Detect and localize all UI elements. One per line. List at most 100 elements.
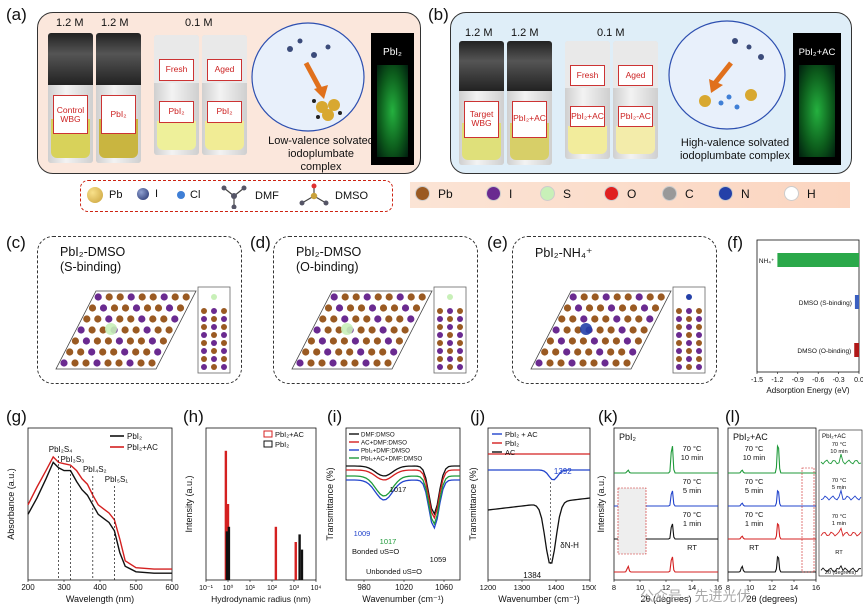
vial-photo: Control WBG bbox=[48, 33, 93, 163]
atom bbox=[580, 293, 588, 301]
bar bbox=[300, 549, 304, 580]
atom bbox=[373, 337, 381, 345]
atom bbox=[437, 332, 443, 338]
vial-tag: Control WBG bbox=[53, 95, 88, 135]
series-line bbox=[346, 465, 460, 516]
annotation: PbI₄S₂ bbox=[83, 465, 107, 474]
atom bbox=[447, 316, 453, 322]
panel-a-frame: 1.2 M 1.2 M 0.1 M Control WBG PbI₂ Fresh… bbox=[37, 12, 421, 174]
glow-photo: PbI₂+AC bbox=[793, 33, 841, 165]
bar-label: DMSO (S-binding) bbox=[799, 300, 852, 307]
atom bbox=[535, 359, 543, 367]
legend-item: O bbox=[604, 186, 636, 201]
tick-label: 1060 bbox=[435, 583, 453, 592]
series-line bbox=[728, 444, 816, 474]
series-line bbox=[488, 469, 590, 481]
legend-label: C bbox=[685, 186, 694, 201]
atom bbox=[201, 308, 207, 314]
atom bbox=[121, 348, 129, 356]
atom bbox=[635, 315, 643, 323]
legend-label: PbI₂ bbox=[505, 439, 519, 448]
atom bbox=[612, 337, 620, 345]
atom bbox=[318, 359, 326, 367]
legend-swatch bbox=[263, 430, 273, 438]
atom bbox=[557, 337, 565, 345]
atom bbox=[379, 348, 387, 356]
atom bbox=[335, 348, 343, 356]
series-label: 70 °C bbox=[745, 444, 764, 453]
bar bbox=[298, 534, 301, 580]
atom bbox=[696, 308, 702, 314]
atom bbox=[447, 356, 453, 362]
tick-label: 14 bbox=[790, 583, 798, 592]
atom bbox=[201, 348, 207, 354]
vial-tag: Aged bbox=[618, 64, 653, 86]
tick-label: 8 bbox=[612, 583, 616, 592]
atom bbox=[105, 293, 113, 301]
conc-label: 0.1 M bbox=[185, 17, 213, 29]
atom bbox=[368, 348, 376, 356]
atom bbox=[379, 326, 387, 334]
atom bbox=[83, 315, 91, 323]
atom bbox=[676, 316, 682, 322]
atom bbox=[624, 293, 632, 301]
atom bbox=[340, 359, 348, 367]
atom bbox=[552, 348, 560, 356]
series-label: 70 °C bbox=[683, 477, 702, 486]
legend-label: PbI₂ + AC bbox=[505, 430, 538, 439]
atom bbox=[437, 340, 443, 346]
plot-frame bbox=[205, 427, 317, 581]
plot-frame bbox=[487, 427, 591, 581]
atom bbox=[676, 308, 682, 314]
atom bbox=[221, 356, 227, 362]
axis-label: Intensity (a.u.) bbox=[184, 475, 194, 532]
atom bbox=[457, 356, 463, 362]
panel-c-frame: PbI₂-DMSO (S-binding) bbox=[37, 236, 242, 384]
tick-label: 10 bbox=[636, 583, 644, 592]
tick-label: -0.3 bbox=[833, 377, 845, 384]
atom bbox=[676, 364, 682, 370]
atom bbox=[211, 324, 217, 330]
legend-label: DMF:DMSO bbox=[361, 432, 395, 439]
atom bbox=[640, 326, 648, 334]
atom bbox=[110, 304, 119, 312]
annotation: 1017 bbox=[380, 537, 397, 546]
bar bbox=[854, 343, 859, 357]
atom bbox=[447, 348, 453, 354]
atom bbox=[340, 337, 348, 345]
legend-label: PbI₂+AC bbox=[127, 443, 158, 452]
atom bbox=[211, 364, 217, 370]
atom bbox=[395, 337, 403, 345]
atom bbox=[324, 348, 332, 356]
adsorbate bbox=[580, 323, 592, 335]
tick-label: 500 bbox=[129, 583, 143, 592]
atom bbox=[590, 337, 598, 345]
atom bbox=[591, 315, 599, 323]
tick-label: 16 bbox=[714, 583, 722, 592]
vial-tag: PbI₂ bbox=[207, 101, 242, 123]
annotation: PbI₅S₁ bbox=[105, 475, 129, 484]
legend-item: C bbox=[662, 186, 694, 201]
legend-box-2 bbox=[410, 182, 850, 208]
tick-label: 10⁴ bbox=[311, 585, 322, 592]
atom bbox=[602, 293, 610, 301]
vial-photo: Aged PbI₂-AC bbox=[613, 41, 658, 159]
atom bbox=[93, 359, 101, 367]
lattice-illustration bbox=[530, 286, 706, 374]
axis-label: Adsorption Energy (eV) bbox=[766, 386, 849, 395]
legend-label: AC+DMF:DMSO bbox=[361, 440, 407, 447]
bar bbox=[854, 295, 859, 309]
chart-title: PbI₂+AC bbox=[733, 432, 768, 442]
atom bbox=[211, 308, 217, 314]
atom bbox=[607, 326, 615, 334]
panel-label-e: (e) bbox=[487, 233, 508, 252]
conc-label: 1.2 M bbox=[465, 27, 493, 39]
atom bbox=[307, 337, 315, 345]
series-label: 70 °C bbox=[683, 444, 702, 453]
vial-tag: PbI₂+AC bbox=[512, 100, 547, 138]
tick-label: 10³ bbox=[289, 585, 300, 592]
tick-label: 12 bbox=[662, 583, 670, 592]
atom bbox=[686, 348, 692, 354]
atom bbox=[412, 304, 421, 312]
